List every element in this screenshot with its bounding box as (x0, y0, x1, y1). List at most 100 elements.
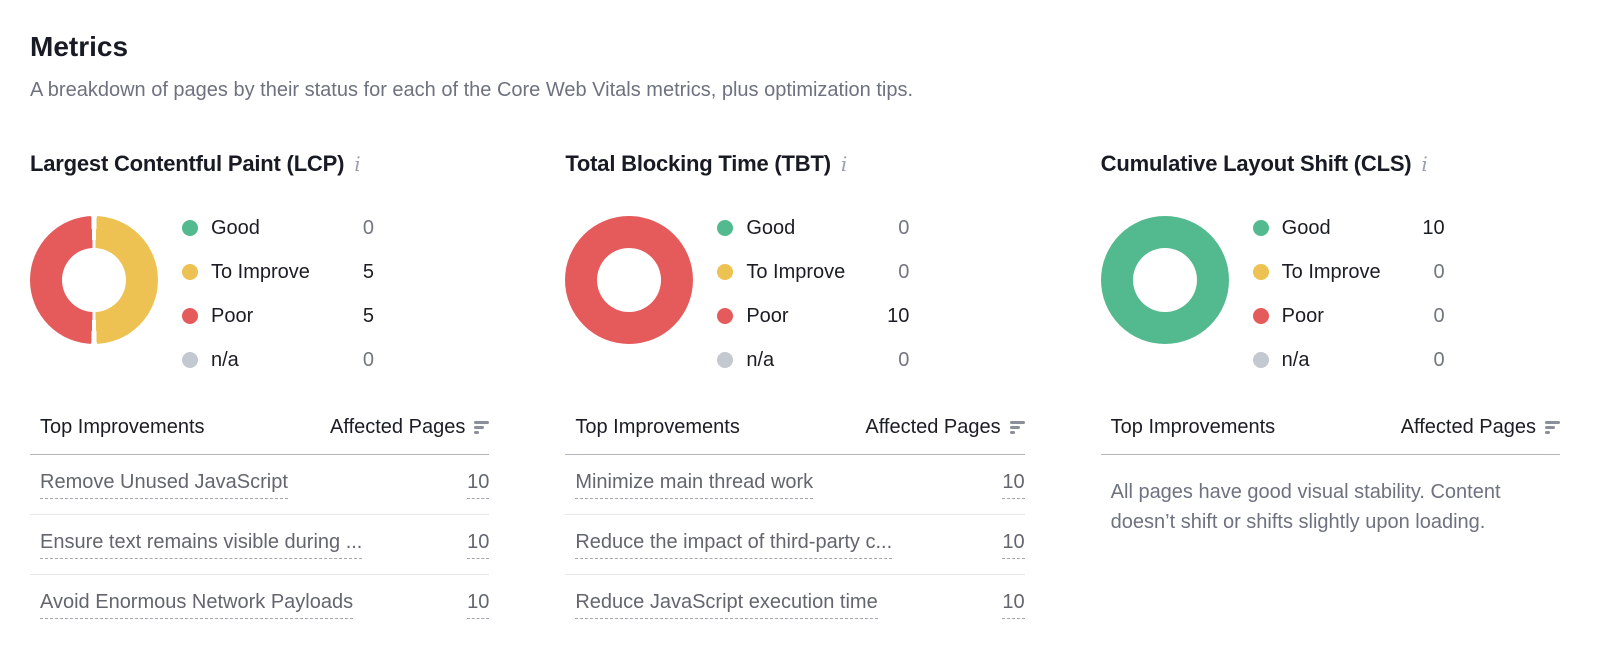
legend-tbt: Good 0 To Improve 0 Poor 10 (717, 206, 909, 382)
affected-pages-count[interactable]: 10 (1002, 471, 1025, 499)
legend-label: Poor (746, 304, 789, 327)
table-row: Avoid Enormous Network Payloads 10 (30, 575, 490, 635)
legend-row-na: n/a 0 (182, 338, 374, 382)
good-dot-icon (182, 220, 198, 236)
legend-row-to-improve: To Improve 0 (717, 250, 909, 294)
affected-pages-count[interactable]: 10 (467, 531, 490, 559)
sort-descending-icon (1009, 420, 1025, 434)
legend-value: 5 (362, 260, 374, 283)
good-dot-icon (717, 220, 734, 236)
legend-value: 0 (362, 348, 374, 371)
legend-label: To Improve (746, 260, 846, 283)
affected-pages-header: Affected Pages (330, 416, 466, 438)
donut-chart-tbt[interactable] (565, 216, 694, 344)
page-subtitle: A breakdown of pages by their status for… (30, 79, 914, 101)
metric-header-cls: Cumulative Layout Shift (CLS) i (1101, 150, 1560, 178)
legend-value: 0 (362, 216, 374, 239)
table-row: Ensure text remains visible during ... 1… (30, 515, 490, 575)
affected-pages-sort-control[interactable]: Affected Pages (330, 414, 490, 440)
affected-pages-sort-control[interactable]: Affected Pages (1401, 414, 1560, 440)
legend-label: n/a (1281, 348, 1310, 371)
affected-pages-count[interactable]: 10 (467, 591, 490, 619)
to-improve-dot-icon (717, 264, 734, 280)
legend-label: Good (746, 216, 796, 239)
metric-column-lcp: Largest Contentful Paint (LCP) i Good 0 … (30, 150, 490, 635)
table-row: Reduce the impact of third-party c... 10 (565, 515, 1025, 575)
metric-column-cls: Cumulative Layout Shift (CLS) i Good 10 … (1100, 150, 1560, 635)
legend-value: 10 (1422, 216, 1445, 239)
donut-chart-lcp[interactable] (30, 216, 158, 344)
legend-row-na: n/a 0 (717, 338, 909, 382)
metric-header-lcp: Largest Contentful Paint (LCP) i (30, 150, 489, 178)
table-header: Top Improvements Affected Pages (30, 414, 490, 455)
legend-row-na: n/a 0 (1252, 338, 1445, 382)
sort-descending-icon (474, 420, 490, 434)
legend-label: Good (1281, 216, 1331, 239)
improvements-table-lcp: Top Improvements Affected Pages Remove U… (30, 414, 490, 635)
affected-pages-count[interactable]: 10 (1002, 591, 1025, 619)
table-row: Minimize main thread work 10 (565, 455, 1025, 515)
poor-dot-icon (182, 308, 198, 324)
affected-pages-count[interactable]: 10 (1002, 531, 1025, 559)
legend-row-good: Good 0 (717, 206, 909, 250)
poor-dot-icon (1252, 308, 1269, 324)
legend-cls: Good 10 To Improve 0 Poor 0 (1252, 206, 1445, 382)
info-icon[interactable]: i (354, 152, 361, 176)
legend-value: 0 (1433, 304, 1445, 327)
affected-pages-count[interactable]: 10 (467, 471, 490, 499)
legend-value: 5 (362, 304, 374, 327)
legend-lcp: Good 0 To Improve 5 Poor 5 (182, 206, 374, 382)
page-title: Metrics (30, 31, 129, 62)
metric-chart-area-tbt: Good 0 To Improve 0 Poor 10 (565, 206, 1024, 382)
legend-row-poor: Poor 10 (717, 294, 909, 338)
to-improve-dot-icon (182, 264, 198, 280)
metric-chart-area-lcp: Good 0 To Improve 5 Poor 5 (30, 206, 489, 382)
affected-pages-sort-control[interactable]: Affected Pages (865, 414, 1025, 440)
donut-chart-cls[interactable] (1100, 216, 1229, 344)
legend-label: n/a (211, 348, 239, 371)
poor-dot-icon (717, 308, 734, 324)
legend-value: 0 (1433, 260, 1445, 283)
to-improve-dot-icon (1252, 264, 1269, 280)
top-improvements-header: Top Improvements (1110, 416, 1276, 438)
legend-value: 0 (898, 216, 910, 239)
improvements-table-cls: Top Improvements Affected Pages All page… (1100, 414, 1560, 537)
legend-row-to-improve: To Improve 5 (182, 250, 374, 294)
affected-pages-header: Affected Pages (865, 416, 1001, 438)
metric-header-tbt: Total Blocking Time (TBT) i (565, 150, 1024, 178)
affected-pages-header: Affected Pages (1400, 416, 1536, 438)
na-dot-icon (182, 352, 198, 368)
good-dot-icon (1252, 220, 1269, 236)
metric-chart-area-cls: Good 10 To Improve 0 Poor 0 (1100, 206, 1560, 382)
metric-title-cls: Cumulative Layout Shift (CLS) (1100, 151, 1412, 176)
table-header: Top Improvements Affected Pages (1100, 414, 1560, 455)
info-icon[interactable]: i (840, 152, 848, 176)
improvement-link[interactable]: Reduce the impact of third-party c... (575, 531, 893, 559)
improvement-link[interactable]: Minimize main thread work (575, 471, 814, 499)
na-dot-icon (717, 352, 734, 368)
legend-value: 0 (1433, 348, 1445, 371)
info-icon[interactable]: i (1421, 152, 1428, 176)
table-row: Remove Unused JavaScript 10 (30, 455, 490, 515)
improvement-link[interactable]: Ensure text remains visible during ... (40, 531, 363, 559)
improvement-link[interactable]: Reduce JavaScript execution time (575, 591, 878, 619)
legend-value: 10 (887, 304, 910, 327)
na-dot-icon (1252, 352, 1269, 368)
table-header: Top Improvements Affected Pages (565, 414, 1025, 455)
legend-label: n/a (746, 348, 775, 371)
legend-row-poor: Poor 0 (1252, 294, 1445, 338)
metric-column-tbt: Total Blocking Time (TBT) i Good 0 To Im… (565, 150, 1025, 635)
table-row: Reduce JavaScript execution time 10 (565, 575, 1025, 635)
legend-label: Poor (211, 304, 254, 327)
improvements-table-tbt: Top Improvements Affected Pages Minimize… (565, 414, 1025, 635)
metrics-grid: Largest Contentful Paint (LCP) i Good 0 … (30, 150, 1560, 635)
top-improvements-header: Top Improvements (40, 416, 205, 438)
legend-label: To Improve (1281, 260, 1381, 283)
improvement-link[interactable]: Remove Unused JavaScript (40, 471, 288, 499)
cls-success-message: All pages have good visual stability. Co… (1110, 481, 1501, 533)
legend-value: 0 (898, 260, 910, 283)
top-improvements-header: Top Improvements (575, 416, 740, 438)
legend-label: Poor (1281, 304, 1324, 327)
metrics-section: Metrics A breakdown of pages by their st… (30, 31, 1560, 635)
improvement-link[interactable]: Avoid Enormous Network Payloads (40, 591, 354, 619)
